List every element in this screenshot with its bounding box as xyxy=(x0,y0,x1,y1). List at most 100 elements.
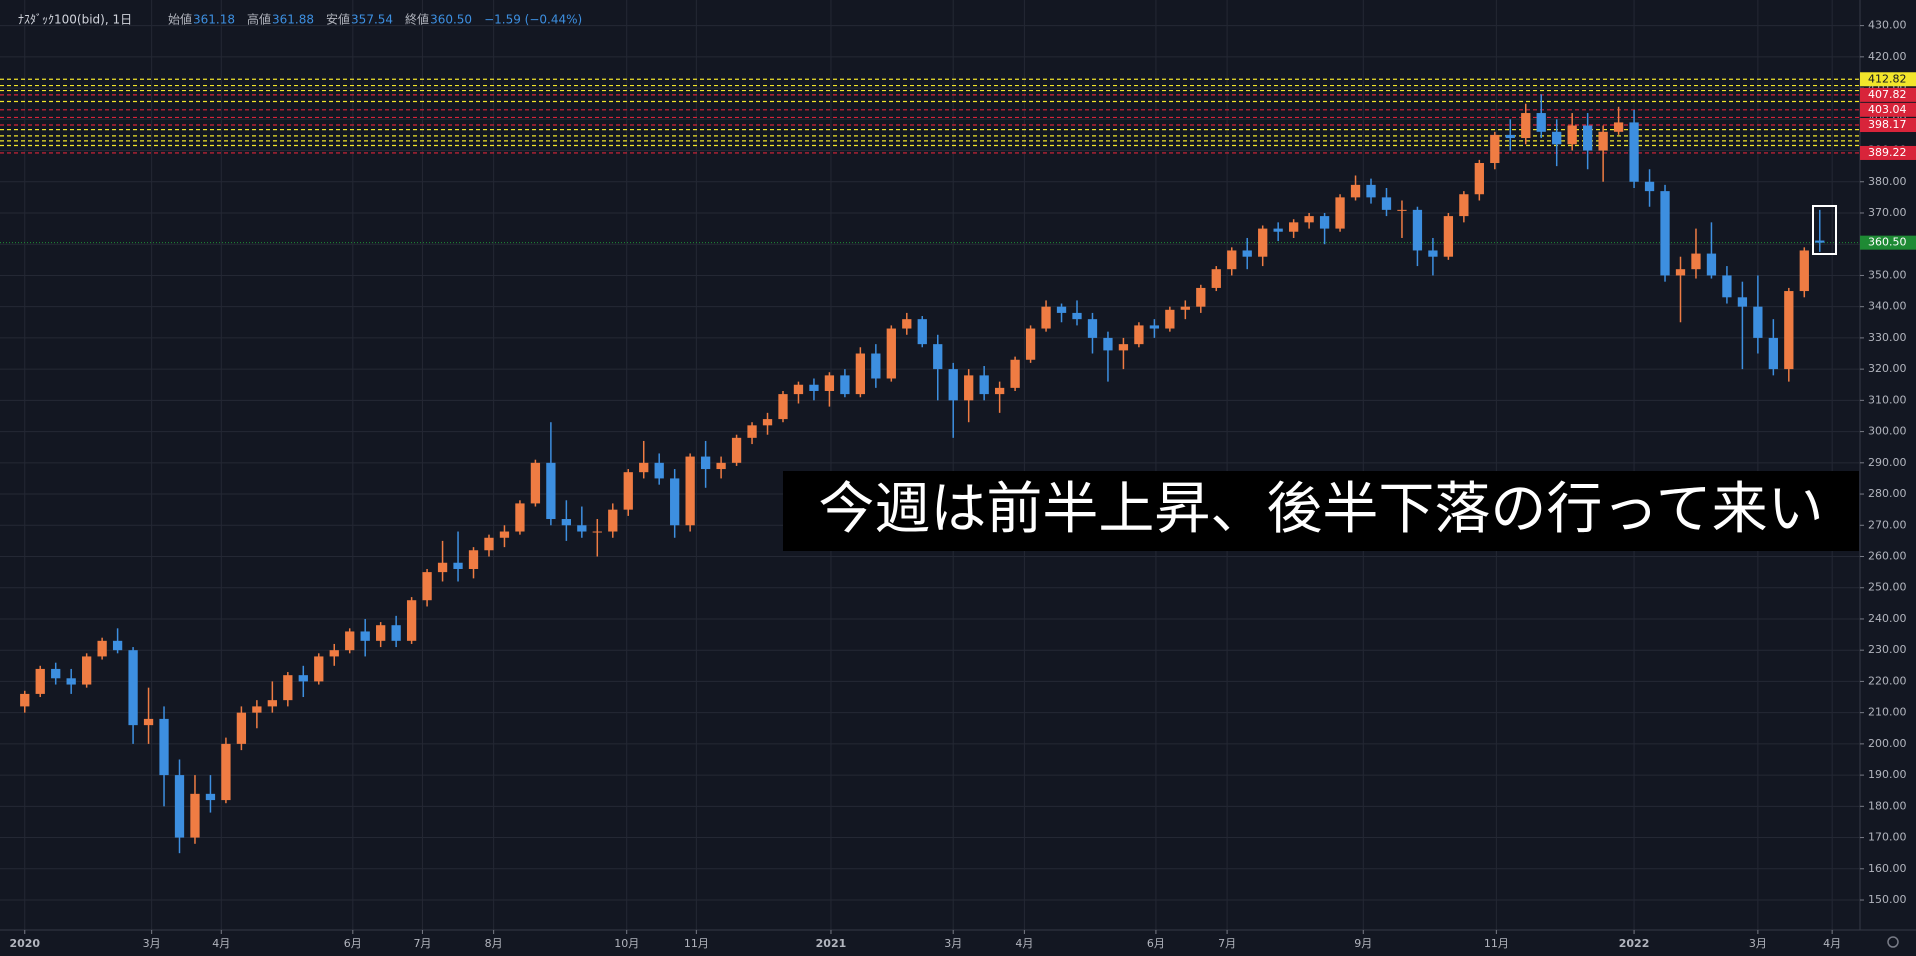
symbol[interactable]: ﾅｽﾀﾞｯｸ100(bid), 1日 xyxy=(18,13,132,27)
candle-body xyxy=(1319,216,1330,229)
level-label: 389.22 xyxy=(1868,146,1907,159)
candle-body xyxy=(886,328,896,379)
candle-body xyxy=(35,668,45,694)
y-tick-label: 230.00 xyxy=(1868,643,1907,656)
candle-body xyxy=(1366,184,1376,198)
x-tick-label: 7月 xyxy=(1218,937,1236,950)
level-label: 412.82 xyxy=(1868,72,1907,85)
level-label: 398.17 xyxy=(1868,118,1907,131)
candle-body xyxy=(515,503,525,532)
x-tick-label: 4月 xyxy=(212,937,230,950)
candle-body xyxy=(128,650,138,726)
candle-body xyxy=(546,462,556,520)
x-tick-label: 9月 xyxy=(1354,937,1372,950)
y-tick-label: 330.00 xyxy=(1868,331,1907,344)
candle-body xyxy=(762,419,773,426)
candle-body xyxy=(1258,228,1268,257)
x-tick-label: 6月 xyxy=(344,937,362,950)
candle-body xyxy=(1134,325,1144,345)
grid xyxy=(0,0,1860,930)
candle-body xyxy=(1087,319,1098,338)
y-tick-label: 420.00 xyxy=(1868,50,1907,63)
candle-body xyxy=(871,353,881,379)
candle-body xyxy=(933,344,943,370)
x-tick-label: 8月 xyxy=(485,937,503,950)
header-low: 357.54 xyxy=(351,13,393,27)
x-tick-label: 4月 xyxy=(1015,937,1033,950)
y-tick-label: 300.00 xyxy=(1868,425,1907,438)
x-tick-label: 6月 xyxy=(1147,937,1165,950)
candle-body xyxy=(1536,113,1546,132)
candle-body xyxy=(917,319,927,345)
candle-body xyxy=(1412,209,1423,251)
x-tick-label: 10月 xyxy=(614,937,639,950)
candle-body xyxy=(654,462,664,479)
candle-body xyxy=(1753,306,1763,338)
candle-body xyxy=(716,462,726,470)
candle-body xyxy=(437,562,448,573)
header-change: −1.59 (−0.44%) xyxy=(484,13,582,27)
candle-body xyxy=(391,625,401,641)
header-open: 361.18 xyxy=(193,13,235,27)
candle-body xyxy=(329,650,339,657)
candle-body xyxy=(1660,191,1670,276)
candle-body xyxy=(1691,253,1701,270)
level-label-box xyxy=(1860,118,1916,133)
candle-body xyxy=(1552,131,1562,145)
x-tick-label: 3月 xyxy=(1749,937,1767,950)
candle-body xyxy=(1149,325,1160,329)
y-tick-label: 350.00 xyxy=(1868,268,1907,281)
level-label: 407.82 xyxy=(1868,88,1907,101)
candle-body xyxy=(1165,309,1175,329)
candle-body xyxy=(1180,306,1190,310)
candle-body xyxy=(499,531,510,538)
candle-body xyxy=(267,700,277,707)
candle-body xyxy=(1474,163,1484,195)
y-tick-label: 240.00 xyxy=(1868,612,1907,625)
candle-body xyxy=(1613,122,1624,132)
header-low-label: 安値 xyxy=(326,12,350,27)
candle-body xyxy=(82,656,92,685)
annotation: 今週は前半上昇、後半下落の行って来い xyxy=(818,477,1823,542)
y-tick-label: 380.00 xyxy=(1868,175,1907,188)
y-tick-label: 430.00 xyxy=(1868,19,1907,32)
candle-body xyxy=(283,675,293,701)
candle-body xyxy=(577,525,587,532)
y-tick-label: 260.00 xyxy=(1868,550,1907,563)
candle-body xyxy=(406,600,417,641)
settings-icon[interactable] xyxy=(1887,936,1899,948)
candle-body xyxy=(1459,194,1469,217)
header-high-label: 高値 xyxy=(247,12,271,27)
candle-body xyxy=(1799,250,1809,292)
y-tick-label: 370.00 xyxy=(1868,206,1907,219)
candle-body xyxy=(948,369,958,401)
y-tick-label: 220.00 xyxy=(1868,674,1907,687)
candle-body xyxy=(190,793,200,838)
y-tick-label: 280.00 xyxy=(1868,487,1907,500)
x-tick-label: 11月 xyxy=(684,937,709,950)
candle-body xyxy=(376,625,386,641)
candle-body xyxy=(1815,240,1825,243)
candle-body xyxy=(1227,250,1237,270)
candle-body xyxy=(1521,113,1531,139)
candle-body xyxy=(685,456,695,526)
candle-body xyxy=(608,509,618,532)
level-label-box xyxy=(1860,87,1916,102)
candle-body xyxy=(1598,131,1608,151)
candle-body xyxy=(112,640,123,651)
candle-body xyxy=(1211,269,1221,288)
candle-body xyxy=(1706,253,1717,276)
y-tick-label: 150.00 xyxy=(1868,893,1907,906)
candle-body xyxy=(97,640,107,657)
x-tick-label: 11月 xyxy=(1484,937,1509,950)
candles xyxy=(20,94,1825,854)
y-tick-label: 320.00 xyxy=(1868,362,1907,375)
candle-body xyxy=(840,375,850,395)
candle-body xyxy=(1768,337,1778,370)
candle-body xyxy=(1335,197,1345,229)
y-tick-label: 200.00 xyxy=(1868,737,1907,750)
candle-body xyxy=(964,375,974,401)
levels xyxy=(0,78,1860,244)
candle-body xyxy=(360,631,370,641)
